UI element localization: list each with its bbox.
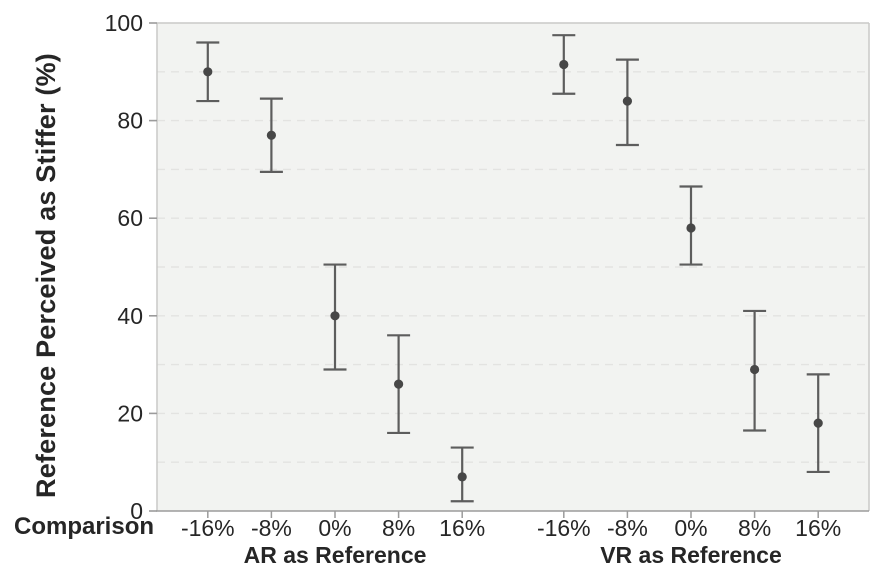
data-point bbox=[622, 96, 633, 106]
y-tick-label: 60 bbox=[117, 205, 143, 231]
x-group-label: AR as Reference bbox=[244, 542, 427, 567]
y-tick-label: 40 bbox=[117, 303, 143, 329]
y-tick-label: 0 bbox=[130, 498, 143, 524]
x-tick-label: 16% bbox=[439, 515, 485, 541]
data-point bbox=[457, 472, 467, 482]
x-group-label: VR as Reference bbox=[600, 542, 782, 567]
data-point bbox=[203, 67, 213, 77]
x-tick-label: 0% bbox=[674, 515, 707, 541]
y-tick-label: 20 bbox=[117, 400, 143, 426]
y-tick-label: 100 bbox=[105, 10, 143, 36]
x-tick-label: 8% bbox=[382, 515, 415, 541]
x-axis-title: Comparison bbox=[14, 513, 155, 540]
x-tick-label: 0% bbox=[318, 515, 351, 541]
x-tick-label: 8% bbox=[738, 515, 771, 541]
data-point bbox=[266, 130, 276, 140]
y-tick-label: 80 bbox=[117, 108, 143, 134]
x-tick-label: -16% bbox=[181, 515, 235, 541]
data-point bbox=[686, 223, 696, 233]
data-point bbox=[330, 311, 340, 321]
data-point bbox=[750, 364, 760, 375]
x-tick-label: -16% bbox=[537, 515, 591, 541]
x-tick-label: -8% bbox=[607, 515, 648, 541]
data-point bbox=[813, 418, 823, 428]
data-point bbox=[559, 59, 569, 70]
x-tick-label: 16% bbox=[795, 515, 841, 541]
x-tick-label: -8% bbox=[251, 515, 292, 541]
data-point bbox=[394, 379, 404, 389]
